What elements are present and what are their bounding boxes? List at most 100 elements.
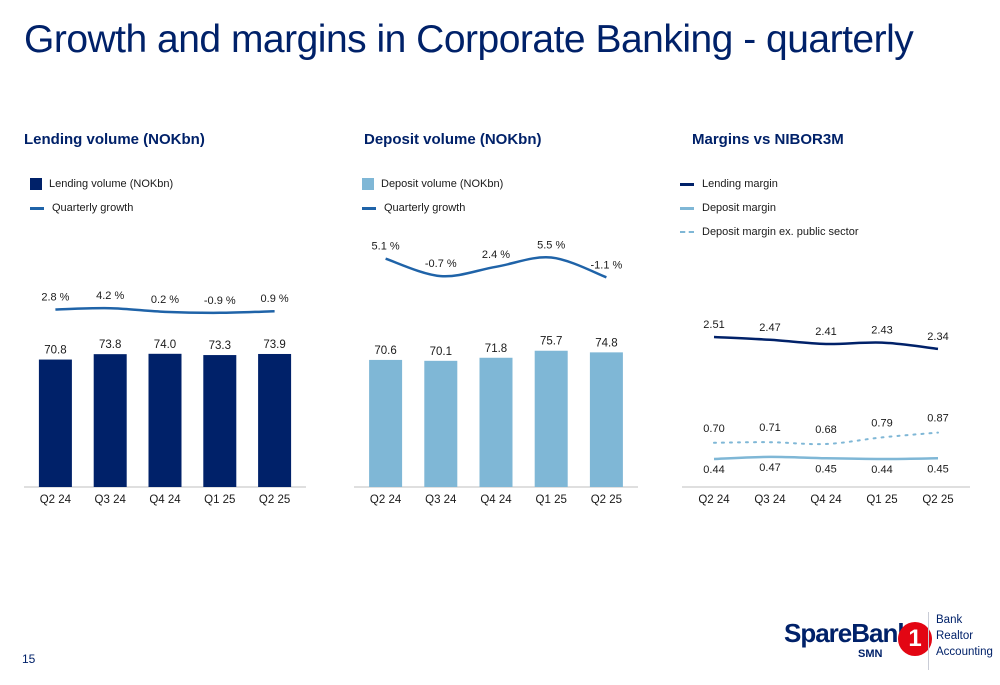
margin-value-label: 2.51 — [703, 319, 724, 331]
legend-swatch-deposit-margin — [680, 206, 694, 210]
margin-value-label: 2.41 — [815, 326, 836, 338]
legend-label: Deposit volume (NOKbn) — [381, 178, 504, 190]
deposit-margin-ex-public-line — [713, 431, 939, 446]
growth-value-label: -0.7 % — [425, 258, 457, 270]
bar-value-label: 73.9 — [263, 339, 285, 351]
legend-swatch-deposit-volume — [362, 178, 374, 190]
margin-value-label: 0.44 — [703, 464, 724, 476]
margin-value-label: 0.71 — [759, 422, 780, 434]
legend-item-deposit-margin: Deposit margin — [680, 196, 859, 220]
margin-value-label: 0.68 — [815, 424, 836, 436]
margin-value-label: 0.45 — [815, 463, 836, 475]
x-tick-label: Q1 25 — [536, 494, 567, 506]
lending-margin-line — [713, 335, 939, 351]
page-number: 15 — [22, 652, 36, 666]
logo-tag: Realtor — [936, 630, 974, 642]
margin-value-label: 2.43 — [871, 325, 892, 337]
logo-divider — [928, 612, 929, 670]
bar — [148, 353, 182, 487]
legend-swatch-growth — [362, 206, 376, 210]
growth-value-label: 2.8 % — [41, 291, 69, 303]
growth-value-label: 2.4 % — [482, 249, 510, 261]
growth-value-label: 5.1 % — [372, 241, 400, 253]
deposit-panel-title: Deposit volume (NOKbn) — [364, 131, 542, 148]
logo-tags: Bank Realtor Accounting — [936, 612, 993, 660]
legend-label: Deposit margin ex. public sector — [702, 226, 859, 238]
x-tick-label: Q4 24 — [149, 494, 181, 506]
bar — [258, 353, 292, 487]
x-tick-label: Q2 24 — [40, 494, 72, 506]
x-tick-label: Q2 25 — [591, 494, 622, 506]
x-tick-label: Q3 24 — [425, 494, 457, 506]
deposit-margin-line — [713, 455, 939, 461]
growth-value-label: 4.2 % — [96, 290, 124, 302]
legend-swatch-deposit-margin-ex-public — [680, 231, 694, 233]
growth-value-label: -1.1 % — [591, 259, 623, 271]
margins-panel-title: Margins vs NIBOR3M — [692, 131, 844, 148]
bar-value-label: 70.8 — [44, 345, 66, 357]
x-tick-label: Q3 24 — [754, 494, 786, 506]
x-tick-label: Q1 25 — [204, 494, 235, 506]
legend-label: Lending margin — [702, 178, 778, 190]
lending-legend: Lending volume (NOKbn) Quarterly growth — [30, 172, 173, 220]
margin-value-label: 0.45 — [927, 463, 948, 475]
bar-value-label: 70.6 — [374, 345, 396, 357]
bar — [203, 355, 237, 487]
logo-one-icon: 1 — [898, 622, 932, 656]
bar — [38, 359, 72, 487]
x-tick-label: Q2 24 — [698, 494, 730, 506]
legend-label: Lending volume (NOKbn) — [49, 178, 174, 190]
lending-panel-title: Lending volume (NOKbn) — [24, 131, 205, 148]
logo-tag: Bank — [936, 614, 963, 626]
margins-legend: Lending margin Deposit margin Deposit ma… — [680, 172, 859, 244]
x-tick-label: Q3 24 — [95, 494, 127, 506]
x-tick-label: Q4 24 — [810, 494, 842, 506]
growth-value-label: 0.9 % — [261, 293, 289, 305]
margin-value-label: 2.47 — [759, 322, 780, 334]
legend-label: Deposit margin — [702, 202, 776, 214]
margin-value-label: 0.87 — [927, 413, 948, 425]
bar-value-label: 74.0 — [154, 339, 176, 351]
growth-value-label: 0.2 % — [151, 294, 179, 306]
logo-wordmark: SpareBank — [784, 618, 912, 648]
bar-value-label: 73.8 — [99, 339, 121, 351]
bar-value-label: 70.1 — [430, 346, 452, 358]
bar — [589, 352, 623, 487]
legend-item-deposit-volume: Deposit volume (NOKbn) — [362, 172, 503, 196]
bar-value-label: 74.8 — [595, 337, 617, 349]
margin-value-label: 0.79 — [871, 417, 892, 429]
growth-value-label: -0.9 % — [204, 295, 236, 307]
x-tick-label: Q1 25 — [866, 494, 897, 506]
growth-value-label: 5.5 % — [537, 240, 565, 252]
page-title: Growth and margins in Corporate Banking … — [24, 18, 914, 61]
bar-value-label: 73.3 — [209, 340, 231, 352]
sparebank-logo: SpareBank 1 SMN Bank Realtor Accounting — [784, 612, 994, 672]
logo-sub: SMN — [858, 648, 883, 660]
growth-line — [385, 256, 607, 279]
margin-value-label: 0.70 — [703, 423, 724, 435]
bar-value-label: 75.7 — [540, 336, 562, 348]
bar — [479, 357, 513, 487]
margin-value-label: 2.34 — [927, 331, 948, 343]
legend-swatch-growth — [30, 206, 44, 210]
bar — [369, 359, 403, 487]
legend-label: Quarterly growth — [384, 202, 466, 214]
bar-value-label: 71.8 — [485, 343, 507, 355]
bar — [424, 360, 458, 487]
x-tick-label: Q2 25 — [259, 494, 290, 506]
bar — [534, 350, 568, 487]
margin-value-label: 0.44 — [871, 464, 892, 476]
legend-item-lending-growth: Quarterly growth — [30, 196, 173, 220]
legend-item-lending-volume: Lending volume (NOKbn) — [30, 172, 173, 196]
growth-line — [55, 306, 275, 315]
legend-swatch-lending-volume — [30, 178, 42, 190]
legend-item-deposit-margin-ex-public: Deposit margin ex. public sector — [680, 220, 859, 244]
x-tick-label: Q2 25 — [922, 494, 953, 506]
legend-item-lending-margin: Lending margin — [680, 172, 859, 196]
bar — [93, 354, 127, 487]
x-tick-label: Q2 24 — [370, 494, 402, 506]
legend-item-deposit-growth: Quarterly growth — [362, 196, 503, 220]
x-tick-label: Q4 24 — [480, 494, 512, 506]
deposit-legend: Deposit volume (NOKbn) Quarterly growth — [362, 172, 503, 220]
